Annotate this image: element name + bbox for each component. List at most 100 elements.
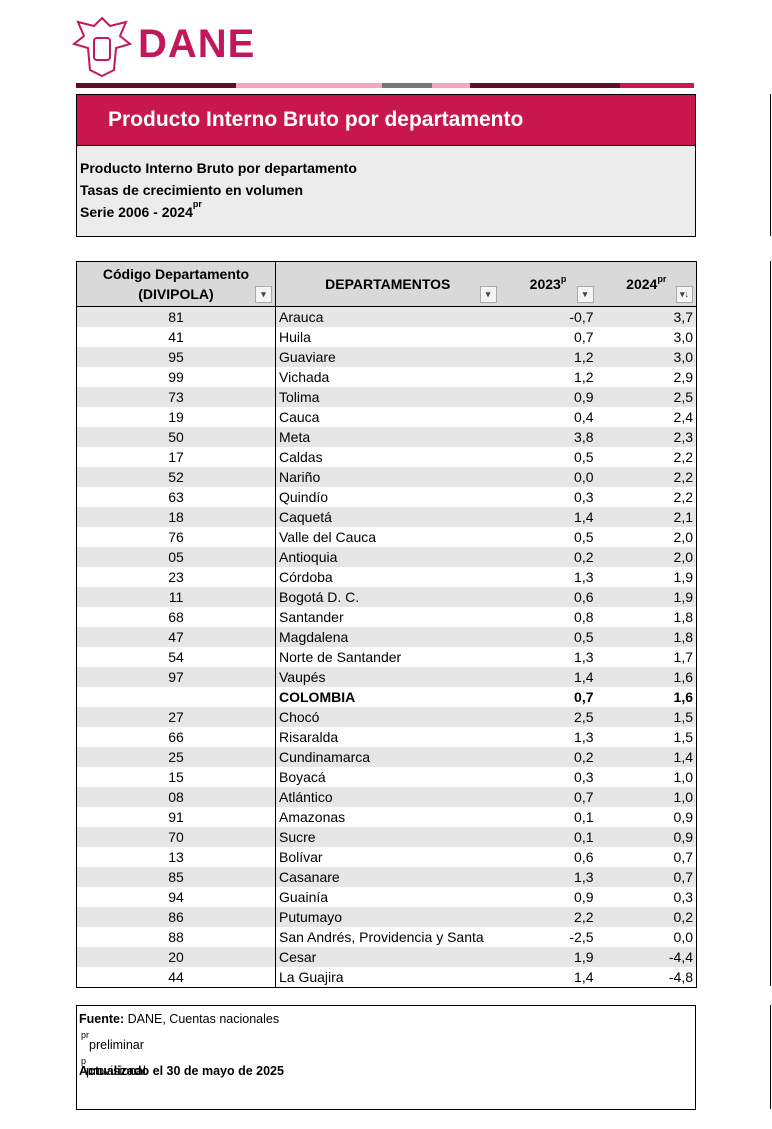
table-cell: 23 (76, 567, 276, 587)
table-cell: 1,5 (596, 707, 697, 727)
table-cell: 1,4 (596, 747, 697, 767)
table-cell: 2,2 (596, 467, 697, 487)
table-cell: 19 (76, 407, 276, 427)
logo-emblem (71, 16, 133, 78)
table-cell: 2,0 (596, 527, 697, 547)
table-cell: Casanare (275, 867, 500, 887)
table-row: 20 Cesar 1,9 -4,4 (76, 947, 697, 967)
table-cell: 3,0 (596, 347, 697, 367)
filter-button[interactable]: ▾ (576, 286, 594, 303)
table-cell: 47 (76, 627, 276, 647)
filter-button[interactable]: ▾↓ (676, 286, 693, 303)
banner: Producto Interno Bruto por departamento (77, 95, 695, 146)
table-cell: 1,0 (596, 787, 697, 807)
table-cell: Antioquia (275, 547, 500, 567)
table-cell: Caldas (279, 449, 323, 465)
table-cell: 94 (76, 887, 276, 907)
footnote-text: preliminar (89, 1038, 144, 1052)
table-cell: 0,9 (596, 807, 697, 827)
table-cell: Valle del Cauca (279, 529, 377, 545)
table-cell: 0,6 (574, 849, 594, 865)
edge-line (770, 1005, 771, 1109)
table-cell: Putumayo (275, 907, 500, 927)
table-row: 15 Boyacá 0,3 1,0 (76, 767, 697, 787)
table-cell: 0,7 (574, 689, 594, 705)
table-cell: Bolívar (279, 849, 323, 865)
table-cell: 0,9 (596, 827, 697, 847)
subtitle-line: Serie 2006 - 2024pr (77, 200, 695, 223)
table-cell: 86 (76, 907, 276, 927)
table-row: 52 Nariño 0,0 2,2 (76, 467, 697, 487)
table-cell: 3,7 (596, 306, 697, 327)
table-cell: Guaviare (275, 347, 500, 367)
table-row: 47 Magdalena 0,5 1,8 (76, 627, 697, 647)
table-row: 73 Tolima 0,9 2,5 (76, 387, 697, 407)
edge-line (770, 94, 771, 236)
table-cell: Norte de Santander (279, 649, 402, 665)
table-cell: -2,5 (569, 929, 594, 945)
filter-button[interactable]: ▾ (255, 286, 272, 303)
table-cell: 63 (76, 487, 276, 507)
table-cell: 2,1 (596, 507, 697, 527)
table-cell: 0,7 (596, 867, 697, 887)
filter-button[interactable]: ▾ (479, 286, 497, 303)
table-cell: 20 (76, 947, 276, 967)
table-row: 19 Cauca 0,4 2,4 (76, 407, 697, 427)
table-cell: 1,4 (499, 507, 597, 527)
table-cell: 0,7 (574, 329, 594, 345)
table-row: 63 Quindío 0,3 2,2 (76, 487, 697, 507)
table-cell: Cesar (275, 947, 500, 967)
table-cell: 0,0 (596, 927, 697, 947)
table-cell: 85 (76, 867, 276, 887)
table-row: 66 Risaralda 1,3 1,5 (76, 727, 697, 747)
table-row: 44 La Guajira 1,4 -4,8 (76, 967, 697, 988)
table-row: 68 Santander 0,8 1,8 (76, 607, 697, 627)
table-row: 97 Vaupés 1,4 1,6 (76, 667, 697, 687)
table-cell: 44 (76, 967, 276, 988)
table-cell: 2,5 (596, 387, 697, 407)
table-cell: La Guajira (275, 967, 500, 988)
table-cell: Vichada (279, 369, 330, 385)
table-cell: 1,8 (596, 627, 697, 647)
table-cell: Guainía (279, 889, 329, 905)
stripe (76, 83, 236, 88)
table-cell: 2,2 (499, 907, 597, 927)
table-cell: 0,5 (499, 627, 597, 647)
table-row: COLOMBIA 0,7 1,6 (76, 687, 697, 707)
table-cell: 2,3 (596, 427, 697, 447)
table-cell: 3,8 (499, 427, 597, 447)
table-row: 91 Amazonas 0,1 0,9 (76, 807, 697, 827)
table-cell: 97 (76, 667, 276, 687)
table-cell: 18 (76, 507, 276, 527)
table-cell: 0,3 (574, 489, 594, 505)
subtitle-text: Tasas de crecimiento en volumen (80, 182, 304, 198)
table-cell: 0,5 (574, 449, 594, 465)
table-cell: 2,9 (596, 367, 697, 387)
table-cell: 0,0 (499, 467, 597, 487)
column-header: Código Departamento (DIVIPOLA) ▾ (76, 261, 276, 307)
updated: Actualizado el 30 de mayo de 2025 (79, 1064, 284, 1078)
table-cell: Vaupés (275, 667, 500, 687)
table-cell: 0,9 (574, 889, 594, 905)
table-cell: 0,7 (596, 847, 697, 867)
table-row: 23 Córdoba 1,3 1,9 (76, 567, 697, 587)
table-cell: 3,0 (596, 327, 697, 347)
subtitle-text: Producto Interno Bruto por departamento (80, 160, 357, 176)
table-row: 17 Caldas 0,5 2,2 (76, 447, 697, 467)
table-row: 85 Casanare 1,3 0,7 (76, 867, 697, 887)
table-cell: Córdoba (279, 569, 333, 585)
table-row: 99 Vichada 1,2 2,9 (76, 367, 697, 387)
table-cell: 11 (76, 587, 276, 607)
title-box: Producto Interno Bruto por departamento … (76, 94, 696, 237)
table-cell: 54 (76, 647, 276, 667)
table-cell: Amazonas (279, 809, 346, 825)
table-row: 18 Caquetá 1,4 2,1 (76, 507, 697, 527)
table-cell: Cauca (279, 409, 320, 425)
table-cell: 0,3 (574, 769, 594, 785)
logo-text: DANE (138, 22, 256, 66)
table-cell: 1,2 (499, 347, 597, 367)
subtitle-line: Producto Interno Bruto por departamento (77, 157, 695, 179)
table-row: 81 Arauca -0,7 3,7 (76, 306, 697, 327)
table-cell: 0,9 (499, 387, 597, 407)
table-cell: 68 (76, 607, 276, 627)
